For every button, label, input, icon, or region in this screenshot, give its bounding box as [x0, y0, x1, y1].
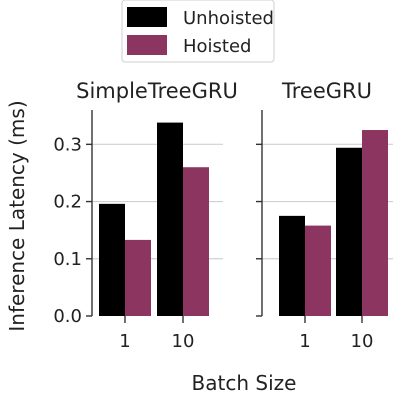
x-tick-label-p1-1: 10	[351, 331, 374, 352]
legend-swatch-unhoisted	[127, 7, 167, 27]
bar-simpletreegru-unhoisted-10	[157, 122, 183, 316]
bar-simpletreegru-hoisted-1	[125, 239, 151, 316]
legend-label-unhoisted: Unhoisted	[183, 8, 274, 29]
y-tick-label-3: 0.3	[53, 134, 82, 155]
bar-treegru-unhoisted-1	[279, 215, 305, 316]
y-tick-label-0: 0.0	[53, 306, 82, 327]
y-tick-label-2: 0.2	[53, 192, 82, 213]
legend-swatch-hoisted	[127, 35, 167, 55]
legend: Unhoisted Hoisted	[121, 0, 275, 63]
plot-area: 0.0 0.1 0.2 0.3 1 10 1 10	[53, 110, 393, 352]
x-tick-label-p0-1: 10	[172, 331, 195, 352]
legend-label-hoisted: Hoisted	[183, 36, 251, 57]
bar-simpletreegru-unhoisted-1	[99, 203, 125, 316]
x-axis-label: Batch Size	[192, 371, 297, 395]
y-axis-label: Inference Latency (ms)	[5, 100, 29, 331]
bar-treegru-hoisted-1	[305, 225, 331, 316]
x-tick-label-p1-0: 1	[299, 331, 310, 352]
panel-title-treegru: TreeGRU	[281, 79, 372, 103]
panel-title-simpletreegru: SimpleTreeGRU	[76, 79, 238, 103]
bar-simpletreegru-hoisted-10	[183, 167, 209, 316]
bar-treegru-hoisted-10	[362, 130, 388, 316]
y-tick-label-1: 0.1	[53, 249, 82, 270]
x-tick-label-p0-0: 1	[119, 331, 130, 352]
bar-treegru-unhoisted-10	[336, 147, 362, 316]
